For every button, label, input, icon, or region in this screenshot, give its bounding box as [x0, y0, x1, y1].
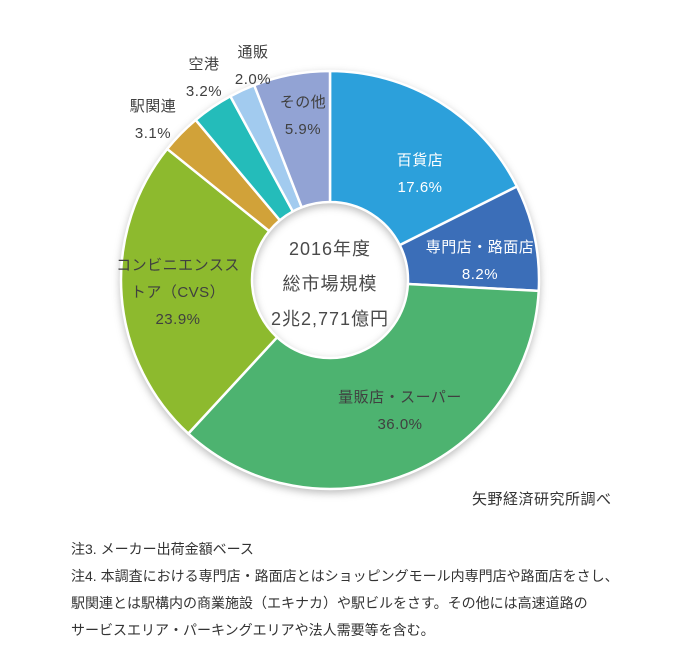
label-others-name: その他 — [279, 94, 327, 111]
donut-chart — [119, 69, 541, 491]
pie-slice-department-store — [328, 69, 519, 247]
footnote-line: サービスエリア・パーキングエリアや法人需要等を含む。 — [71, 622, 435, 638]
label-others: その他 5.9% — [263, 89, 343, 143]
label-airport-pct: 3.2% — [185, 83, 223, 100]
label-mass-retailer-supermarket: 量販店・スーパー 36.0% — [315, 384, 485, 438]
footnote-line: 注3. メーカー出荷金額ベース — [71, 541, 254, 557]
label-department-store-pct: 17.6% — [397, 179, 443, 196]
center-caption: 総市場規模 — [282, 274, 378, 294]
label-specialty-street-store-pct: 8.2% — [461, 266, 499, 283]
label-others-pct: 5.9% — [284, 121, 322, 138]
footnote-line: 駅関連とは駅構内の商業施設（エキナカ）や駅ビルをさす。その他には高速道路の — [71, 595, 588, 611]
label-specialty-street-store-name: 専門店・路面店 — [425, 239, 535, 256]
donut-center-label: 2016年度 総市場規模 2兆2,771億円 — [230, 232, 430, 337]
label-airport: 空港 3.2% — [172, 51, 236, 105]
label-department-store-name: 百貨店 — [396, 152, 444, 169]
label-station-related-name: 駅関連 — [129, 98, 177, 115]
center-year: 2016年度 — [288, 239, 372, 259]
footnotes: 注3. メーカー出荷金額ベース 注4. 本調査における専門店・路面店とはショッピ… — [71, 536, 619, 644]
source-credit: 矢野経済研究所調べ — [472, 491, 612, 508]
label-mass-retailer-supermarket-pct: 36.0% — [377, 416, 423, 433]
pie-slice-others — [252, 69, 332, 209]
label-mass-retailer-supermarket-name: 量販店・スーパー — [338, 389, 462, 406]
label-station-related-pct: 3.1% — [134, 125, 172, 142]
label-department-store: 百貨店 17.6% — [345, 147, 495, 201]
pie-slice-convenience-store — [119, 147, 279, 435]
label-convenience-store: コンビニエンスストア（CVS） 23.9% — [113, 252, 243, 333]
label-convenience-store-name: コンビニエンスストア（CVS） — [116, 257, 240, 301]
label-mail-order: 通販 2.0% — [222, 39, 284, 93]
label-mail-order-name: 通販 — [237, 44, 269, 61]
label-mail-order-pct: 2.0% — [234, 71, 272, 88]
footnote-line: 注4. 本調査における専門店・路面店とはショッピングモール内専門店や路面店をさし… — [71, 568, 619, 584]
label-station-related: 駅関連 3.1% — [118, 93, 188, 147]
center-market-size: 2兆2,771億円 — [270, 309, 390, 329]
label-airport-name: 空港 — [188, 56, 220, 73]
label-convenience-store-pct: 23.9% — [155, 311, 201, 328]
pie-slice-mass-retailer-supermarket — [187, 282, 540, 491]
label-specialty-street-store: 専門店・路面店 8.2% — [395, 234, 565, 288]
